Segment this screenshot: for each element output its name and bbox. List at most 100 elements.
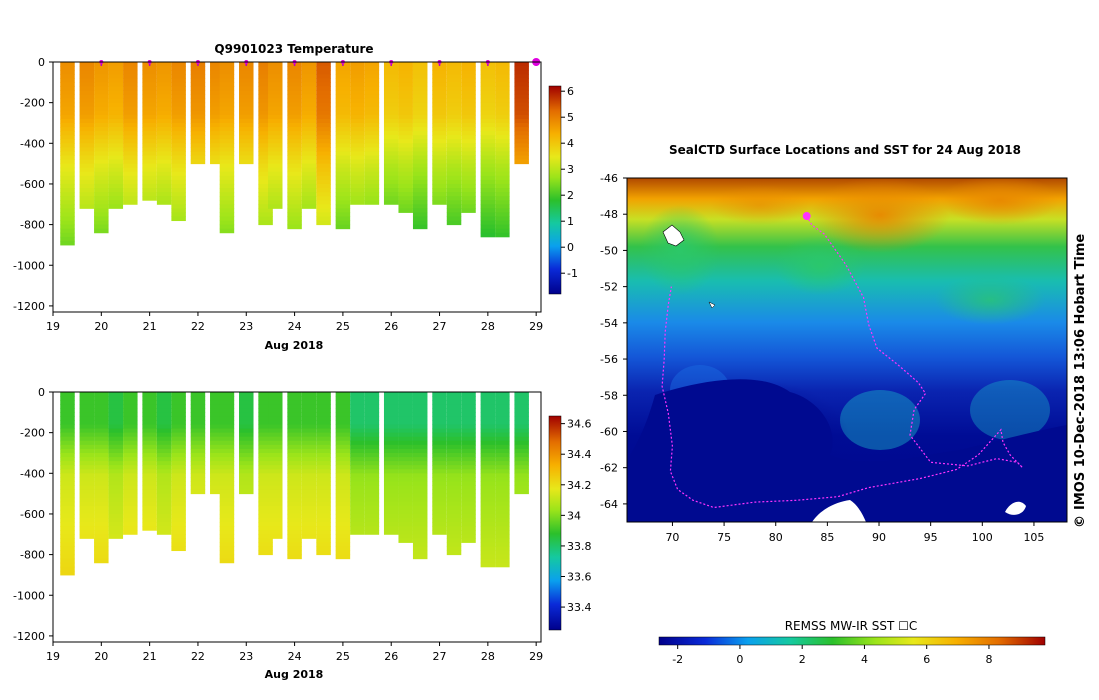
- section-cell: [495, 127, 510, 132]
- section-cell: [514, 131, 529, 136]
- section-cell: [480, 167, 496, 173]
- section-cell: [495, 554, 510, 560]
- section-cell: [79, 526, 95, 531]
- section-cell: [156, 436, 172, 442]
- section-cell: [258, 179, 273, 185]
- section-cell: [156, 163, 172, 169]
- section-cell: [514, 432, 529, 438]
- section-cell: [446, 110, 462, 116]
- section-cell: [316, 546, 331, 552]
- section-cell: [335, 493, 351, 499]
- section-cell: [156, 86, 172, 91]
- section-cell: [432, 497, 447, 503]
- section-cell: [461, 135, 476, 140]
- section-cell: [316, 444, 331, 450]
- section-cell: [79, 509, 95, 515]
- section-cell: [287, 522, 302, 527]
- section-cell: [94, 102, 109, 108]
- section-cell: [316, 489, 331, 495]
- section-cell: [219, 131, 235, 136]
- section-cell: [60, 404, 75, 409]
- section-cell: [210, 485, 225, 491]
- section-cell: [383, 400, 399, 405]
- section-cell: [364, 74, 380, 79]
- section-cell: [350, 396, 365, 401]
- section-cell: [495, 440, 510, 446]
- section-cell: [350, 131, 365, 136]
- section-cell: [268, 106, 283, 112]
- section-cell: [171, 526, 186, 531]
- time-tick-label: 19: [46, 650, 60, 663]
- section-cell: [219, 70, 235, 75]
- section-cell: [79, 436, 95, 442]
- section-cell: [60, 412, 75, 417]
- section-cell: [258, 542, 273, 547]
- section-cell: [335, 485, 351, 491]
- section-cell: [364, 400, 380, 405]
- section-cell: [210, 78, 225, 83]
- section-cell: [432, 106, 447, 112]
- section-cell: [383, 489, 399, 495]
- section-cell: [480, 444, 496, 450]
- latitude-tick-label: -50: [600, 244, 618, 257]
- section-cell: [156, 424, 172, 430]
- section-cell: [432, 175, 447, 181]
- section-cell: [268, 192, 283, 197]
- section-cell: [495, 457, 510, 462]
- section-cell: [461, 159, 476, 165]
- section-cell: [383, 131, 399, 136]
- section-cell: [480, 546, 496, 552]
- section-cell: [94, 546, 109, 552]
- section-cell: [364, 457, 380, 462]
- section-cell: [94, 196, 109, 201]
- section-cell: [171, 208, 186, 213]
- section-cell: [383, 167, 399, 173]
- section-cell: [79, 416, 95, 421]
- section-cell: [412, 62, 428, 67]
- section-cell: [316, 518, 331, 523]
- section-cell: [123, 62, 138, 67]
- section-cell: [398, 497, 413, 503]
- section-cell: [495, 122, 510, 128]
- section-cell: [461, 147, 476, 152]
- section-cell: [142, 155, 157, 161]
- section-cell: [364, 469, 380, 474]
- section-cell: [398, 469, 413, 474]
- section-cell: [142, 78, 157, 83]
- section-cell: [123, 412, 138, 417]
- section-cell: [495, 90, 510, 96]
- section-cell: [79, 86, 95, 91]
- section-cell: [156, 139, 172, 144]
- section-cell: [94, 558, 109, 564]
- section-cell: [364, 396, 380, 401]
- section-cell: [480, 461, 496, 466]
- section-cell: [287, 392, 302, 397]
- section-cell: [364, 102, 380, 108]
- section-cell: [108, 400, 124, 405]
- time-tick-label: 26: [384, 650, 398, 663]
- temperature-colorbar: [548, 85, 562, 295]
- section-cell: [239, 135, 254, 140]
- section-cell: [268, 408, 283, 413]
- section-cell: [495, 139, 510, 144]
- section-cell: [258, 392, 273, 397]
- section-cell: [432, 513, 447, 519]
- section-cell: [60, 78, 75, 83]
- section-cell: [142, 159, 157, 165]
- section-cell: [316, 192, 331, 197]
- section-cell: [156, 147, 172, 152]
- section-cell: [171, 196, 186, 201]
- section-cell: [364, 94, 380, 100]
- section-cell: [335, 436, 351, 442]
- sst-colorbar-ticks: -2 0 2 4 6 8: [672, 645, 992, 666]
- section-cell: [364, 436, 380, 442]
- section-cell: [108, 448, 124, 454]
- section-cell: [335, 404, 351, 409]
- seal-current-position-marker: [802, 212, 811, 221]
- section-cell: [301, 70, 317, 75]
- section-cell: [364, 62, 380, 67]
- section-cell: [480, 473, 496, 478]
- section-cell: [108, 469, 124, 474]
- section-cell: [350, 440, 365, 446]
- section-cell: [301, 139, 317, 144]
